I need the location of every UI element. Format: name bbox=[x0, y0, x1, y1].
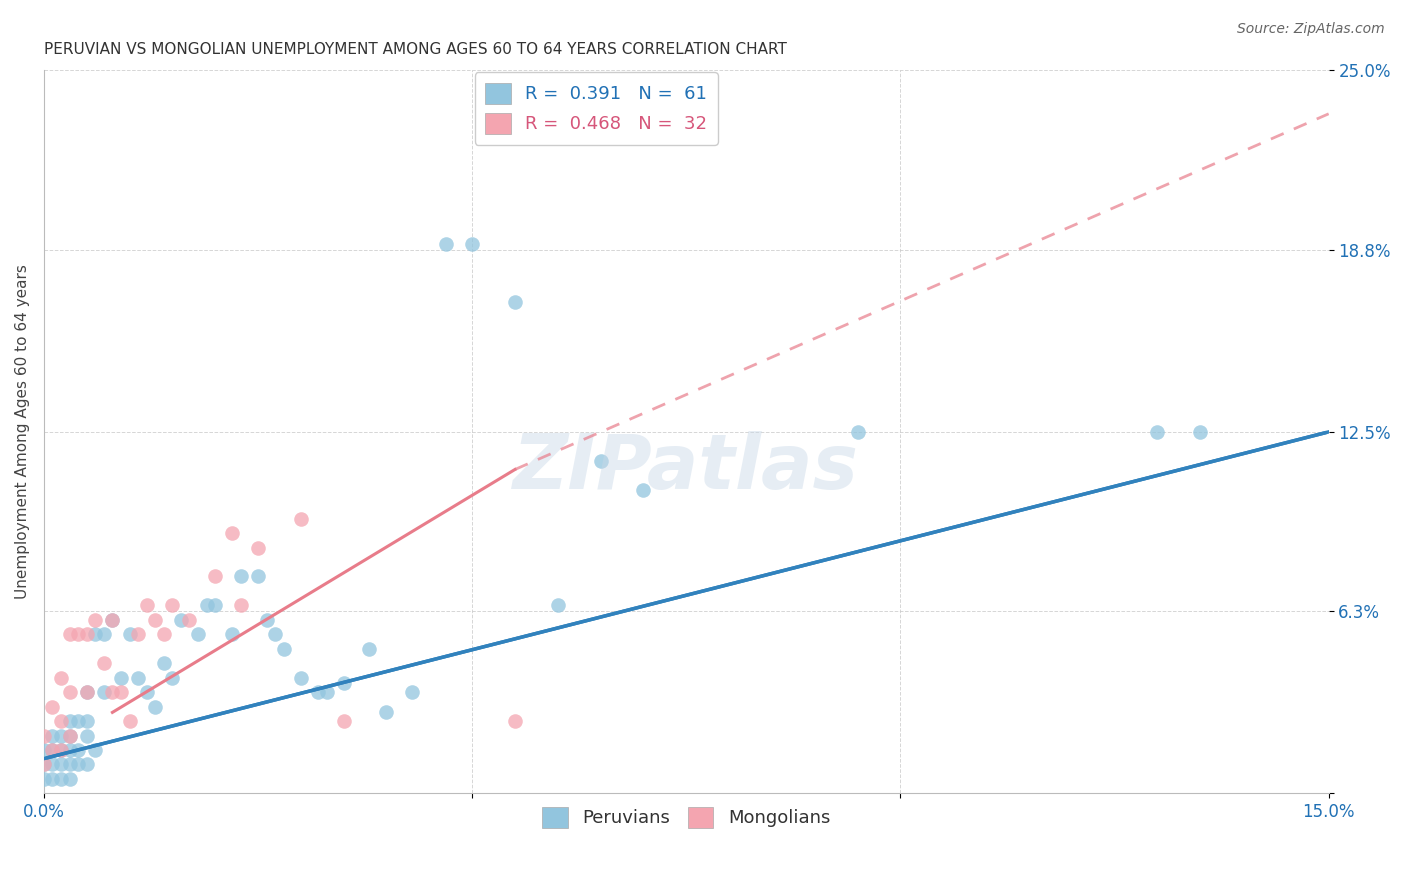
Point bbox=[221, 627, 243, 641]
Point bbox=[436, 236, 458, 251]
Text: Source: ZipAtlas.com: Source: ZipAtlas.com bbox=[1237, 22, 1385, 37]
Point bbox=[221, 526, 243, 541]
Point bbox=[58, 685, 80, 699]
Point bbox=[290, 671, 312, 685]
Text: PERUVIAN VS MONGOLIAN UNEMPLOYMENT AMONG AGES 60 TO 64 YEARS CORRELATION CHART: PERUVIAN VS MONGOLIAN UNEMPLOYMENT AMONG… bbox=[44, 42, 787, 57]
Point bbox=[332, 714, 354, 728]
Point bbox=[101, 613, 124, 627]
Point bbox=[67, 743, 90, 757]
Point bbox=[315, 685, 337, 699]
Point bbox=[162, 599, 184, 613]
Point bbox=[1146, 425, 1168, 439]
Point bbox=[846, 425, 869, 439]
Text: ZIPatlas: ZIPatlas bbox=[513, 431, 859, 505]
Point bbox=[118, 627, 141, 641]
Point bbox=[127, 671, 149, 685]
Point bbox=[67, 757, 90, 772]
Point bbox=[32, 757, 55, 772]
Point bbox=[290, 511, 312, 525]
Point bbox=[547, 599, 569, 613]
Point bbox=[589, 454, 612, 468]
Point bbox=[633, 483, 655, 497]
Point bbox=[153, 657, 176, 671]
Point bbox=[32, 772, 55, 786]
Point bbox=[273, 641, 295, 656]
Point bbox=[179, 613, 201, 627]
Point bbox=[49, 714, 72, 728]
Y-axis label: Unemployment Among Ages 60 to 64 years: Unemployment Among Ages 60 to 64 years bbox=[15, 264, 30, 599]
Point bbox=[76, 627, 98, 641]
Point bbox=[375, 706, 398, 720]
Point bbox=[153, 627, 176, 641]
Point bbox=[58, 729, 80, 743]
Point bbox=[32, 729, 55, 743]
Point bbox=[41, 729, 63, 743]
Point bbox=[118, 714, 141, 728]
Point bbox=[58, 743, 80, 757]
Point bbox=[76, 729, 98, 743]
Point bbox=[76, 685, 98, 699]
Point bbox=[49, 729, 72, 743]
Point bbox=[461, 236, 484, 251]
Point bbox=[41, 743, 63, 757]
Point bbox=[135, 685, 157, 699]
Point bbox=[143, 613, 166, 627]
Point bbox=[307, 685, 329, 699]
Point bbox=[229, 599, 252, 613]
Point bbox=[76, 714, 98, 728]
Point bbox=[41, 743, 63, 757]
Point bbox=[67, 714, 90, 728]
Point bbox=[58, 714, 80, 728]
Point bbox=[58, 729, 80, 743]
Point bbox=[162, 671, 184, 685]
Point bbox=[49, 671, 72, 685]
Point bbox=[170, 613, 193, 627]
Point bbox=[264, 627, 287, 641]
Point bbox=[195, 599, 218, 613]
Point bbox=[41, 757, 63, 772]
Point bbox=[58, 757, 80, 772]
Point bbox=[204, 569, 226, 583]
Point bbox=[247, 569, 270, 583]
Point bbox=[84, 743, 107, 757]
Point bbox=[93, 657, 115, 671]
Point bbox=[93, 685, 115, 699]
Point bbox=[187, 627, 209, 641]
Point bbox=[58, 772, 80, 786]
Point bbox=[1189, 425, 1212, 439]
Point bbox=[503, 294, 526, 309]
Legend: Peruvians, Mongolians: Peruvians, Mongolians bbox=[536, 799, 838, 835]
Point bbox=[247, 541, 270, 555]
Point bbox=[401, 685, 423, 699]
Point bbox=[101, 685, 124, 699]
Point bbox=[143, 699, 166, 714]
Point bbox=[84, 613, 107, 627]
Point bbox=[67, 627, 90, 641]
Point bbox=[32, 757, 55, 772]
Point bbox=[76, 685, 98, 699]
Point bbox=[110, 685, 132, 699]
Point bbox=[49, 743, 72, 757]
Point bbox=[41, 772, 63, 786]
Point bbox=[359, 641, 381, 656]
Point bbox=[49, 772, 72, 786]
Point bbox=[93, 627, 115, 641]
Point bbox=[127, 627, 149, 641]
Point bbox=[49, 757, 72, 772]
Point bbox=[256, 613, 278, 627]
Point bbox=[110, 671, 132, 685]
Point bbox=[58, 627, 80, 641]
Point bbox=[84, 627, 107, 641]
Point bbox=[503, 714, 526, 728]
Point bbox=[41, 699, 63, 714]
Point bbox=[101, 613, 124, 627]
Point bbox=[332, 676, 354, 690]
Point bbox=[135, 599, 157, 613]
Point bbox=[76, 757, 98, 772]
Point bbox=[49, 743, 72, 757]
Point bbox=[32, 743, 55, 757]
Point bbox=[204, 599, 226, 613]
Point bbox=[229, 569, 252, 583]
